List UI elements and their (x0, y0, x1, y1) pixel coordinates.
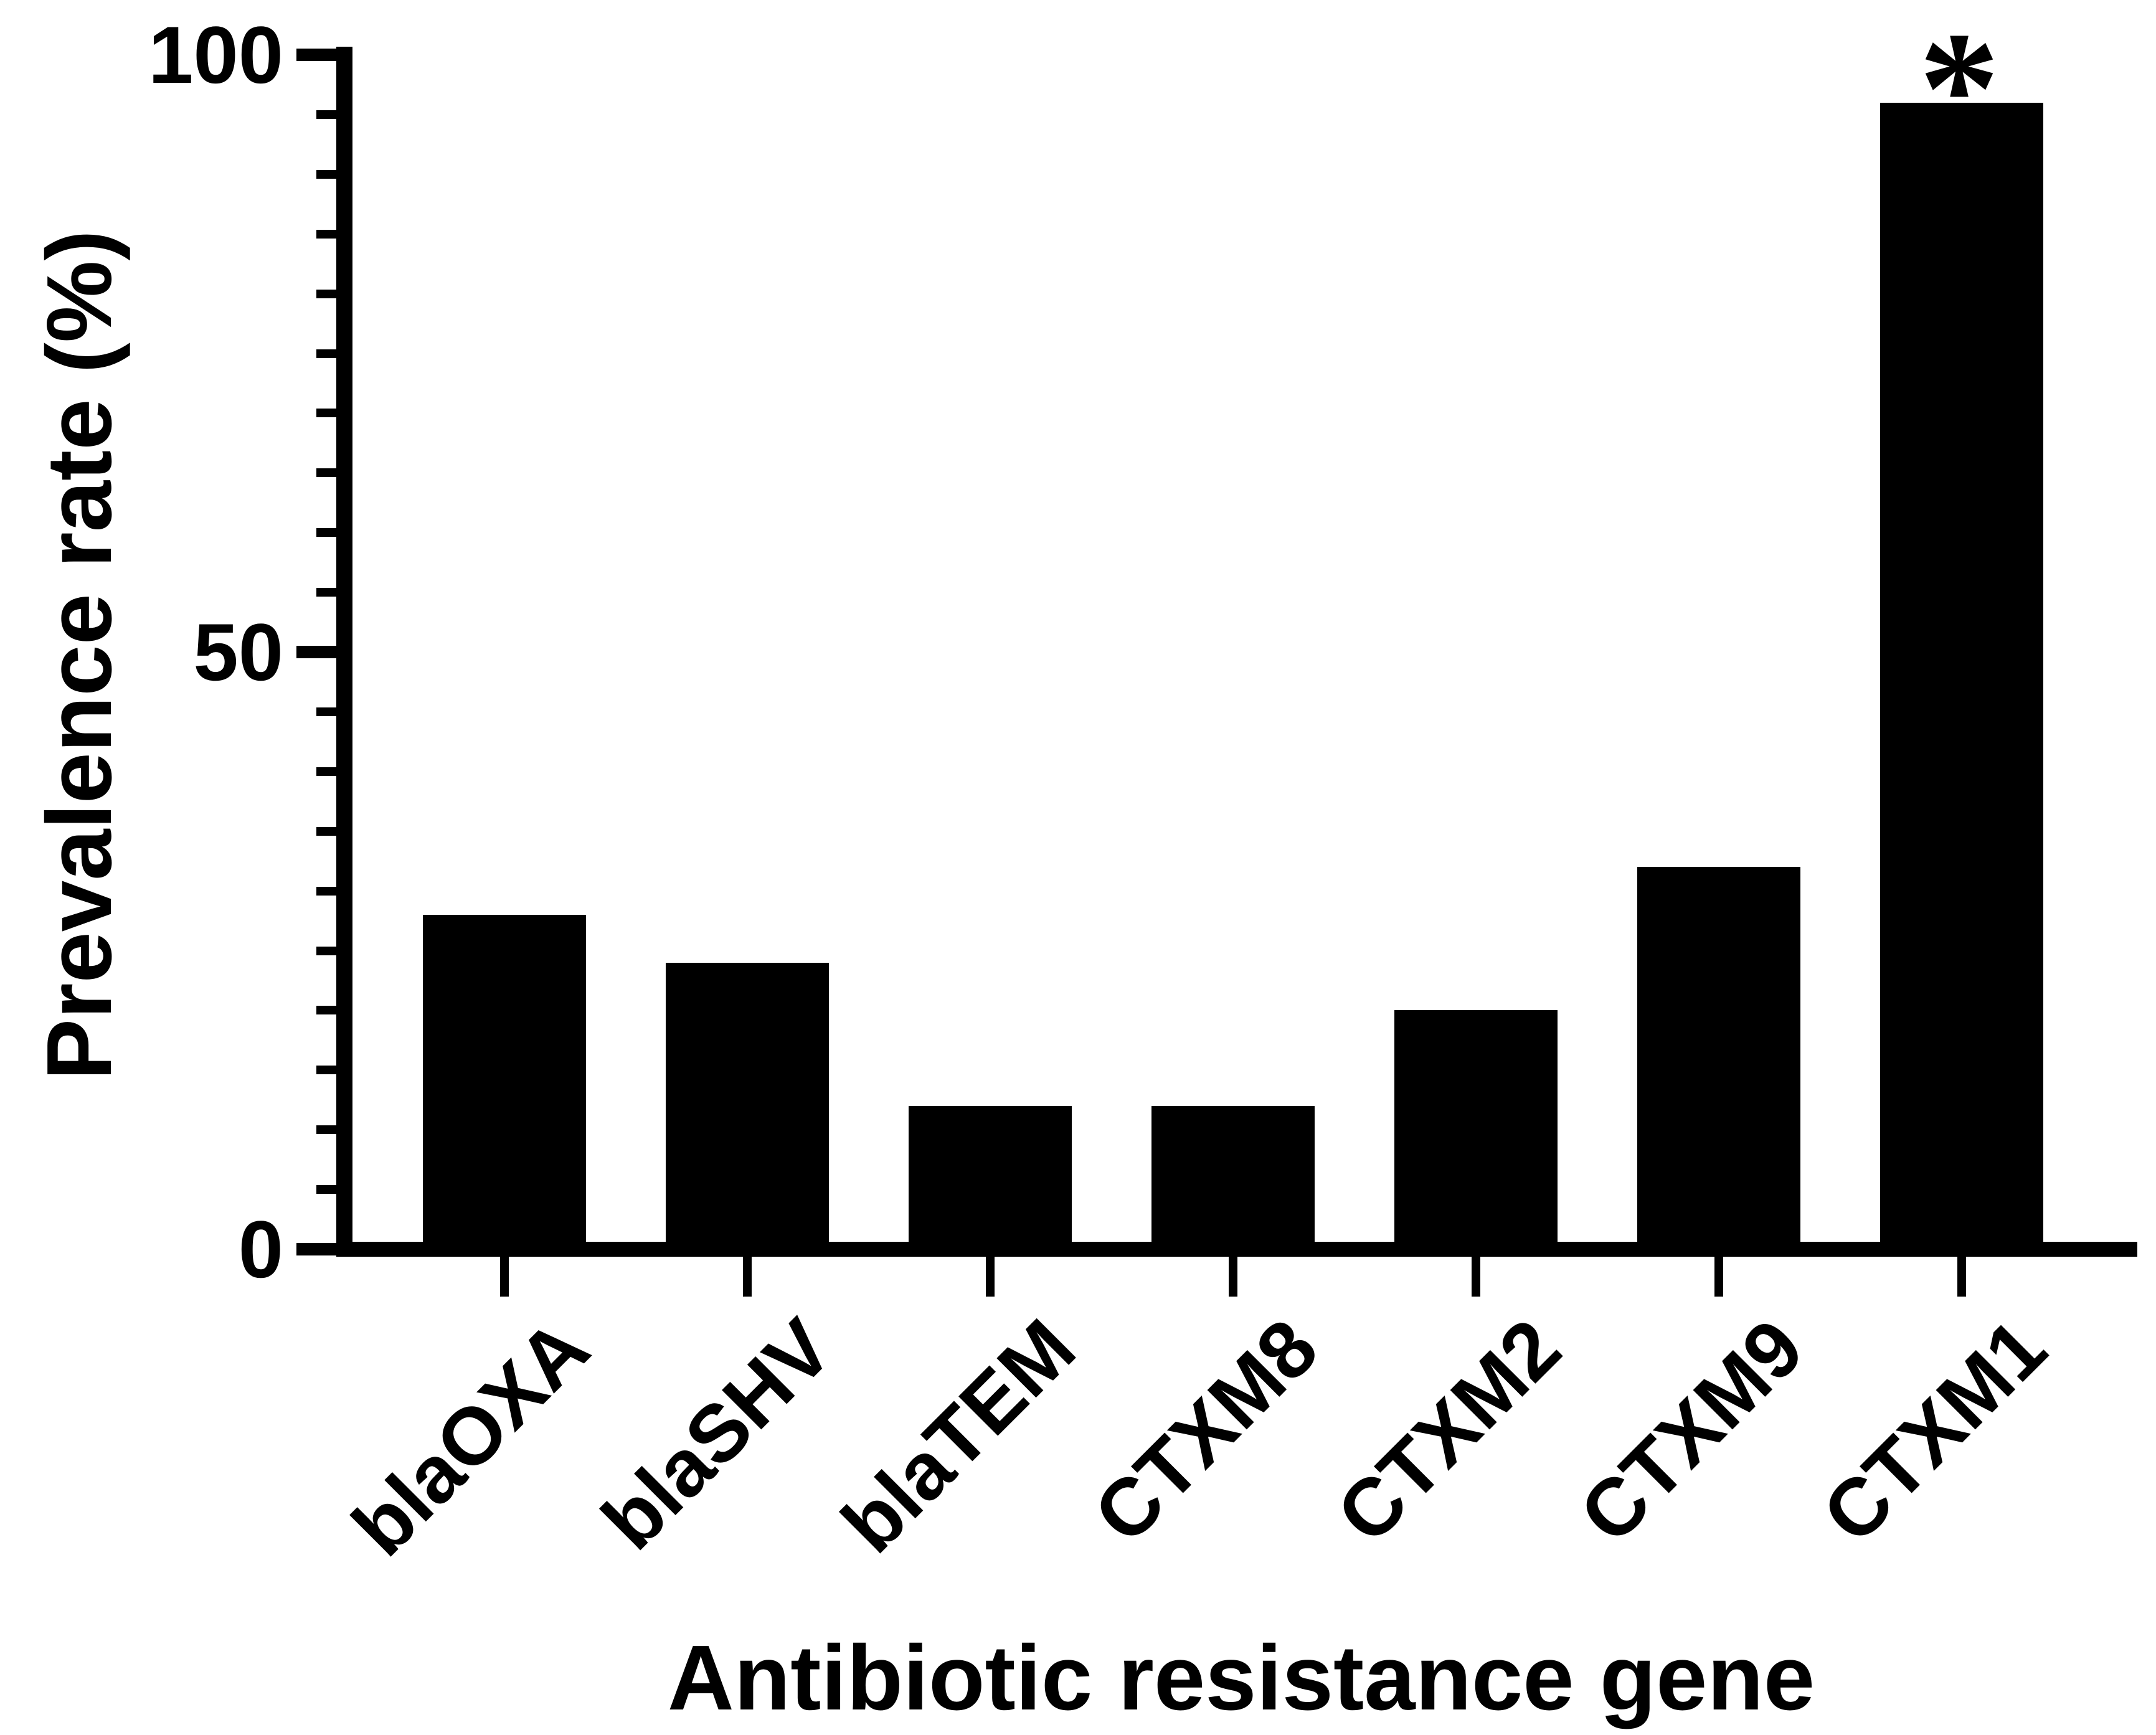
y-axis-minor-tick (316, 289, 336, 298)
bar-CTXM2 (1394, 1010, 1558, 1257)
x-tick-label-blaTEM: blaTEM (824, 1302, 1092, 1570)
y-axis-spine (336, 47, 352, 1257)
bar-CTXM9 (1637, 867, 1800, 1257)
bar-CTXM1 (1880, 102, 2043, 1257)
x-tick-label-CTXM2: CTXM2 (1319, 1302, 1578, 1561)
x-axis-tick (1229, 1257, 1237, 1297)
x-axis-tick (1714, 1257, 1723, 1297)
x-tick-label-CTXM1: CTXM1 (1805, 1302, 2064, 1561)
x-axis-tick (743, 1257, 752, 1297)
y-axis-minor-tick (316, 946, 336, 955)
significance-asterisk: * (1919, 0, 2000, 178)
y-axis-minor-tick (316, 886, 336, 896)
x-tick-label-CTXM9: CTXM9 (1562, 1302, 1821, 1561)
y-axis-minor-tick (316, 349, 336, 358)
y-axis-minor-tick (316, 1125, 336, 1135)
bar-blaTEM (909, 1105, 1072, 1257)
bar-blaOXA (423, 914, 586, 1257)
y-axis-major-tick (296, 1243, 336, 1255)
y-axis-minor-tick (316, 1066, 336, 1075)
x-axis-tick (1957, 1257, 1966, 1297)
y-axis-minor-tick (316, 409, 336, 418)
x-tick-label-blaOXA: blaOXA (335, 1302, 607, 1573)
x-axis-title: Antibiotic resistance gene (667, 1627, 1815, 1729)
y-axis-minor-tick (316, 229, 336, 239)
y-axis-major-tick (296, 646, 336, 658)
x-tick-label-blaSHV: blaSHV (584, 1302, 849, 1567)
x-axis-tick (986, 1257, 995, 1297)
y-axis-minor-tick (316, 1006, 336, 1015)
y-axis-minor-tick (316, 1185, 336, 1194)
y-axis-minor-tick (316, 826, 336, 836)
y-axis-minor-tick (316, 707, 336, 716)
y-axis-minor-tick (316, 767, 336, 776)
y-axis-minor-tick (316, 468, 336, 478)
y-axis-minor-tick (316, 528, 336, 537)
x-axis-tick (1472, 1257, 1480, 1297)
y-tick-label: 50 (193, 607, 283, 697)
bar-blaSHV (666, 962, 829, 1257)
x-axis-tick (500, 1257, 509, 1297)
y-tick-label: 0 (238, 1204, 283, 1295)
y-axis-minor-tick (316, 588, 336, 597)
y-axis-minor-tick (316, 169, 336, 179)
y-tick-label: 100 (148, 9, 283, 100)
x-tick-label-CTXM8: CTXM8 (1076, 1302, 1335, 1561)
bar-CTXM8 (1151, 1105, 1315, 1257)
y-axis-minor-tick (316, 110, 336, 119)
y-axis-major-tick (296, 49, 336, 61)
